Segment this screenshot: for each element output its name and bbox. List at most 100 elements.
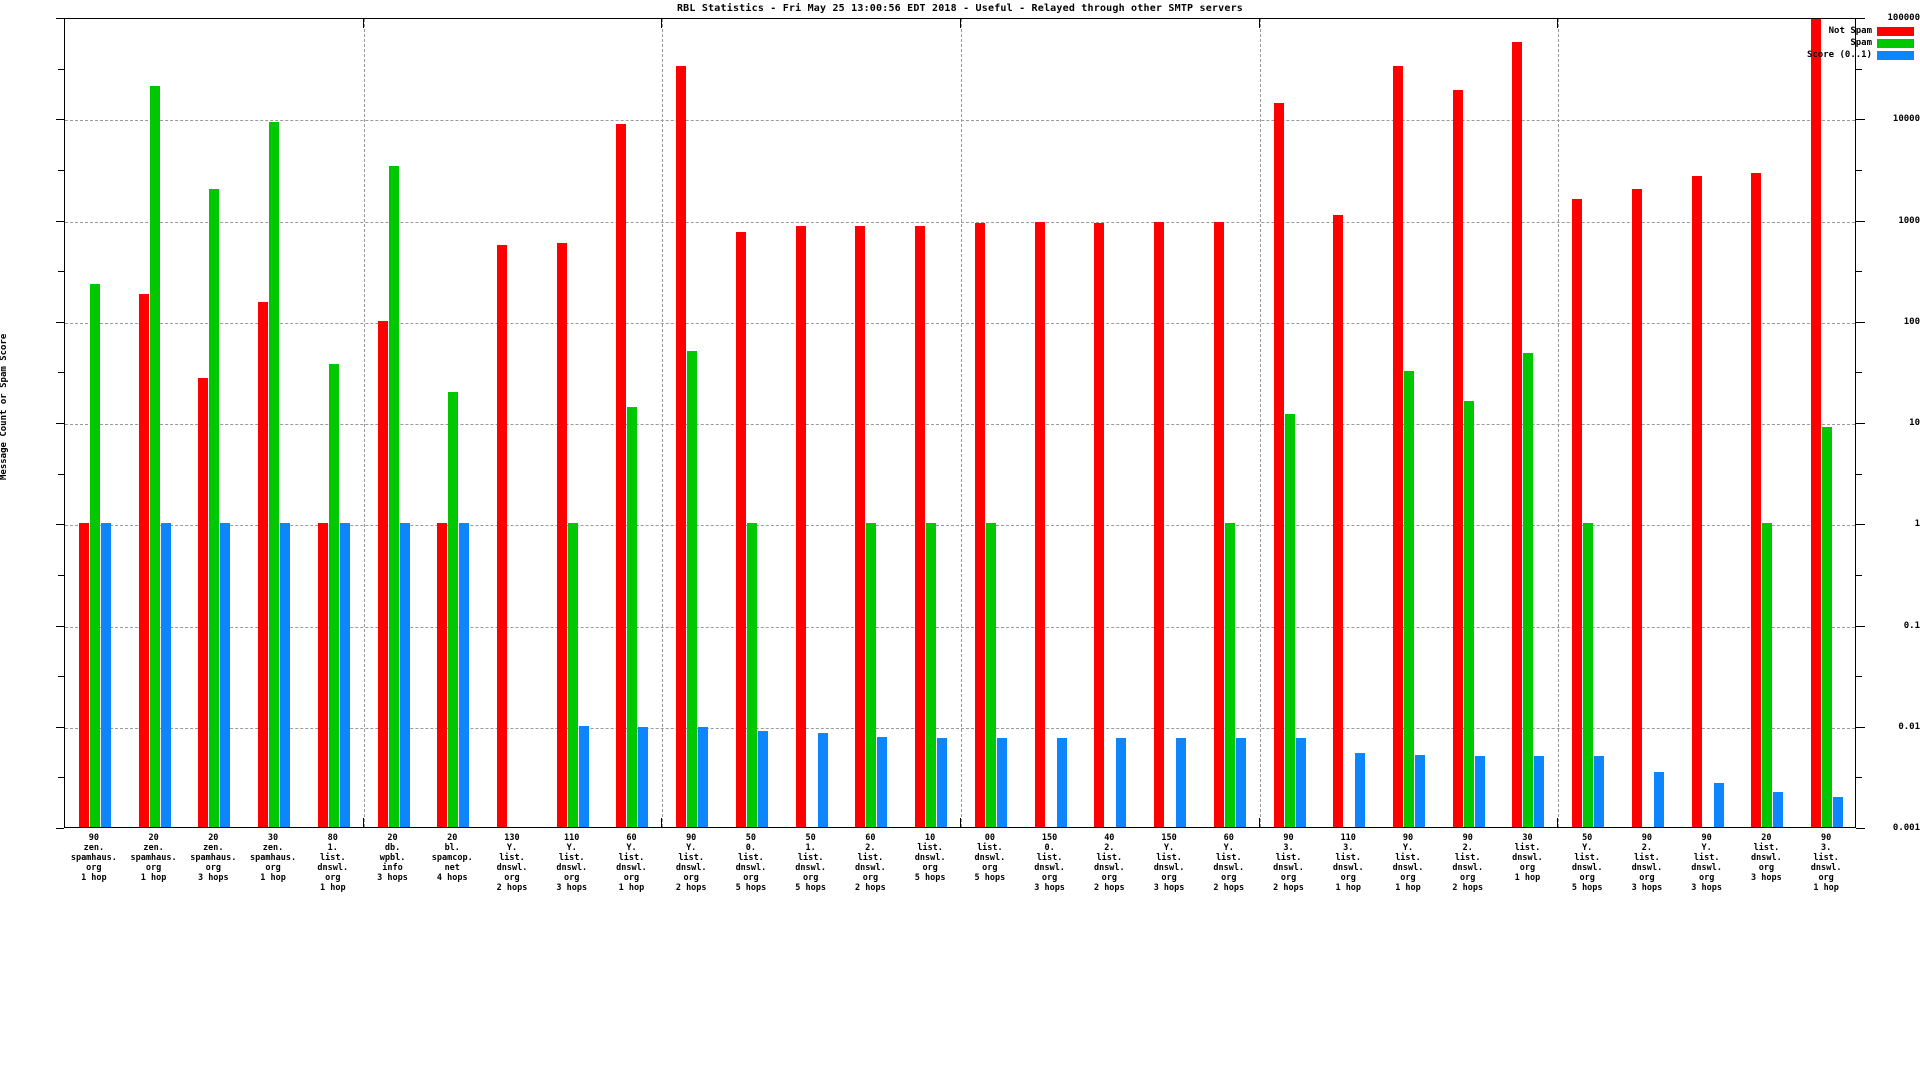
x-axis-label: 90 2. list. dnswl. org 3 hops bbox=[1617, 833, 1677, 893]
bar-score bbox=[1176, 738, 1187, 827]
bar-spam bbox=[1762, 523, 1773, 827]
x-axis-label-line: spamcop. bbox=[431, 853, 473, 863]
x-axis-label-line: Y. bbox=[686, 843, 697, 853]
legend-swatch-score bbox=[1877, 50, 1914, 60]
x-axis-label-line: dnswl. bbox=[914, 853, 946, 863]
x-axis-label-line: 60 bbox=[1223, 833, 1234, 843]
bar-spam bbox=[1523, 353, 1534, 827]
x-axis-label-line: list. bbox=[917, 843, 943, 853]
x-axis-label-line: dnswl. bbox=[556, 863, 588, 873]
bar-not-spam bbox=[377, 320, 388, 827]
x-axis-label: 90 3. list. dnswl. org 2 hops bbox=[1259, 833, 1319, 893]
y-tick-mark-minor-right bbox=[1856, 777, 1862, 779]
bar-score bbox=[1235, 738, 1246, 827]
x-axis-label-line: 50 bbox=[745, 833, 757, 843]
x-axis-label-line: 3 hops bbox=[1691, 883, 1723, 893]
x-tick-mark-bottom bbox=[960, 818, 961, 828]
x-axis-label-line: org bbox=[1698, 873, 1715, 883]
x-axis-label-line: 90 bbox=[1641, 833, 1653, 843]
bar-score bbox=[578, 725, 589, 827]
bar-spam bbox=[926, 523, 937, 827]
bar-not-spam bbox=[1273, 103, 1284, 827]
y-tick-label: 10000 bbox=[1892, 114, 1920, 125]
chart-legend: Not Spam Spam Score (0..1) bbox=[1807, 26, 1914, 60]
bar-score bbox=[698, 726, 709, 827]
bar-score bbox=[1833, 796, 1844, 827]
y-tick-mark-right bbox=[1856, 119, 1865, 121]
x-axis-label-line: org bbox=[1460, 873, 1476, 883]
y-tick-mark-right bbox=[1856, 423, 1865, 424]
bar-spam bbox=[627, 407, 638, 827]
x-axis-label-line: 5 hops bbox=[974, 873, 1006, 883]
x-axis-label-line: list. bbox=[1574, 853, 1600, 863]
horizontal-gridline bbox=[65, 525, 1855, 527]
x-axis-label-line: list. bbox=[977, 843, 1003, 853]
x-axis-label-line: 3 hops bbox=[377, 873, 408, 883]
x-axis-label-line: 80 bbox=[327, 833, 338, 843]
x-axis-label-line: 10 bbox=[925, 833, 936, 843]
bar-score bbox=[220, 523, 231, 827]
x-axis-label-line: dnswl. bbox=[1273, 863, 1304, 873]
x-axis-label-line: 90 bbox=[88, 833, 99, 843]
bar-not-spam bbox=[198, 378, 209, 827]
x-axis-label: 20 db. wpbl. info 3 hops bbox=[363, 833, 423, 883]
x-axis-label-line: org bbox=[1400, 873, 1416, 883]
legend-swatch-not_spam bbox=[1877, 26, 1914, 36]
bar-spam bbox=[746, 523, 757, 827]
horizontal-gridline bbox=[65, 221, 1855, 223]
x-axis-label-line: 2. bbox=[1104, 843, 1115, 853]
x-axis-label: 50 1. list. dnswl. org 5 hops bbox=[781, 833, 841, 893]
x-tick-mark-top bbox=[661, 18, 663, 28]
x-axis-category-labels: 90 zen. spamhaus. org 1 hop 20 zen. spamhaus. or… bbox=[64, 833, 1856, 953]
x-axis-label-line: org bbox=[1221, 873, 1237, 883]
y-tick-mark-minor-right bbox=[1856, 372, 1862, 374]
bar-not-spam bbox=[138, 293, 149, 827]
bar-score bbox=[399, 523, 410, 827]
x-axis-label-line: list. bbox=[1395, 853, 1421, 863]
horizontal-gridline bbox=[65, 322, 1855, 324]
x-axis-label-line: zen. bbox=[203, 843, 224, 853]
x-axis-label-line: 20 bbox=[208, 833, 219, 843]
bar-score bbox=[1056, 738, 1067, 827]
y-tick-mark-minor bbox=[58, 372, 64, 374]
y-tick-mark-minor-right bbox=[1856, 169, 1862, 171]
x-tick-mark-top bbox=[960, 18, 961, 28]
bar-not-spam bbox=[735, 232, 746, 827]
x-axis-label-line: 30 bbox=[267, 833, 279, 843]
bar-spam bbox=[1822, 426, 1833, 827]
x-axis-label: 30 zen. spamhaus. org 1 hop bbox=[243, 833, 303, 883]
bar-score bbox=[459, 523, 470, 827]
x-axis-label-line: 90 bbox=[1821, 833, 1832, 843]
y-tick-mark-right bbox=[1856, 625, 1865, 627]
x-axis-label-line: 1. bbox=[327, 843, 338, 853]
x-axis-label-line: 130 bbox=[504, 833, 520, 843]
x-axis-label-line: net bbox=[444, 863, 460, 873]
vertical-gridline bbox=[1558, 19, 1560, 827]
x-axis-label-line: list. bbox=[319, 853, 346, 863]
legend-label: Score (0..1) bbox=[1806, 50, 1872, 60]
bar-not-spam bbox=[1154, 222, 1165, 827]
x-axis-label-line: 150 bbox=[1041, 833, 1058, 843]
y-tick-mark-right bbox=[1856, 524, 1865, 526]
x-axis-label-line: Y. bbox=[1402, 843, 1414, 853]
x-axis-label-line: 5 hops bbox=[914, 873, 946, 883]
x-axis-label-line: 1 hop bbox=[1514, 873, 1541, 883]
x-axis-label-line: spamhaus. bbox=[190, 853, 237, 863]
x-axis-label-line: org bbox=[862, 873, 879, 883]
x-axis-label-line: 150 bbox=[1161, 833, 1177, 843]
x-axis-label: 80 1. list. dnswl. org 1 hop bbox=[303, 833, 363, 893]
x-axis-label: 40 2. list. dnswl. org 2 hops bbox=[1079, 833, 1139, 893]
x-axis-label-line: 1 hop bbox=[260, 873, 286, 883]
bar-not-spam bbox=[1034, 222, 1045, 827]
y-tick-mark-minor bbox=[58, 271, 64, 273]
bar-score bbox=[1474, 756, 1485, 827]
x-axis-label-line: org bbox=[145, 863, 162, 873]
y-tick-mark-minor-right bbox=[1856, 574, 1862, 576]
x-axis-label-line: dnswl. bbox=[1093, 863, 1125, 873]
x-axis-label-line: dnswl. bbox=[1392, 863, 1424, 873]
y-axis-label: Message Count or Spam Score bbox=[0, 333, 9, 480]
y-tick-label: 100 bbox=[1903, 316, 1920, 327]
x-axis-label-line: 3 hops bbox=[1153, 883, 1185, 893]
y-tick-label: 0.1 bbox=[1903, 620, 1920, 631]
x-axis-label-line: org bbox=[1101, 873, 1117, 883]
